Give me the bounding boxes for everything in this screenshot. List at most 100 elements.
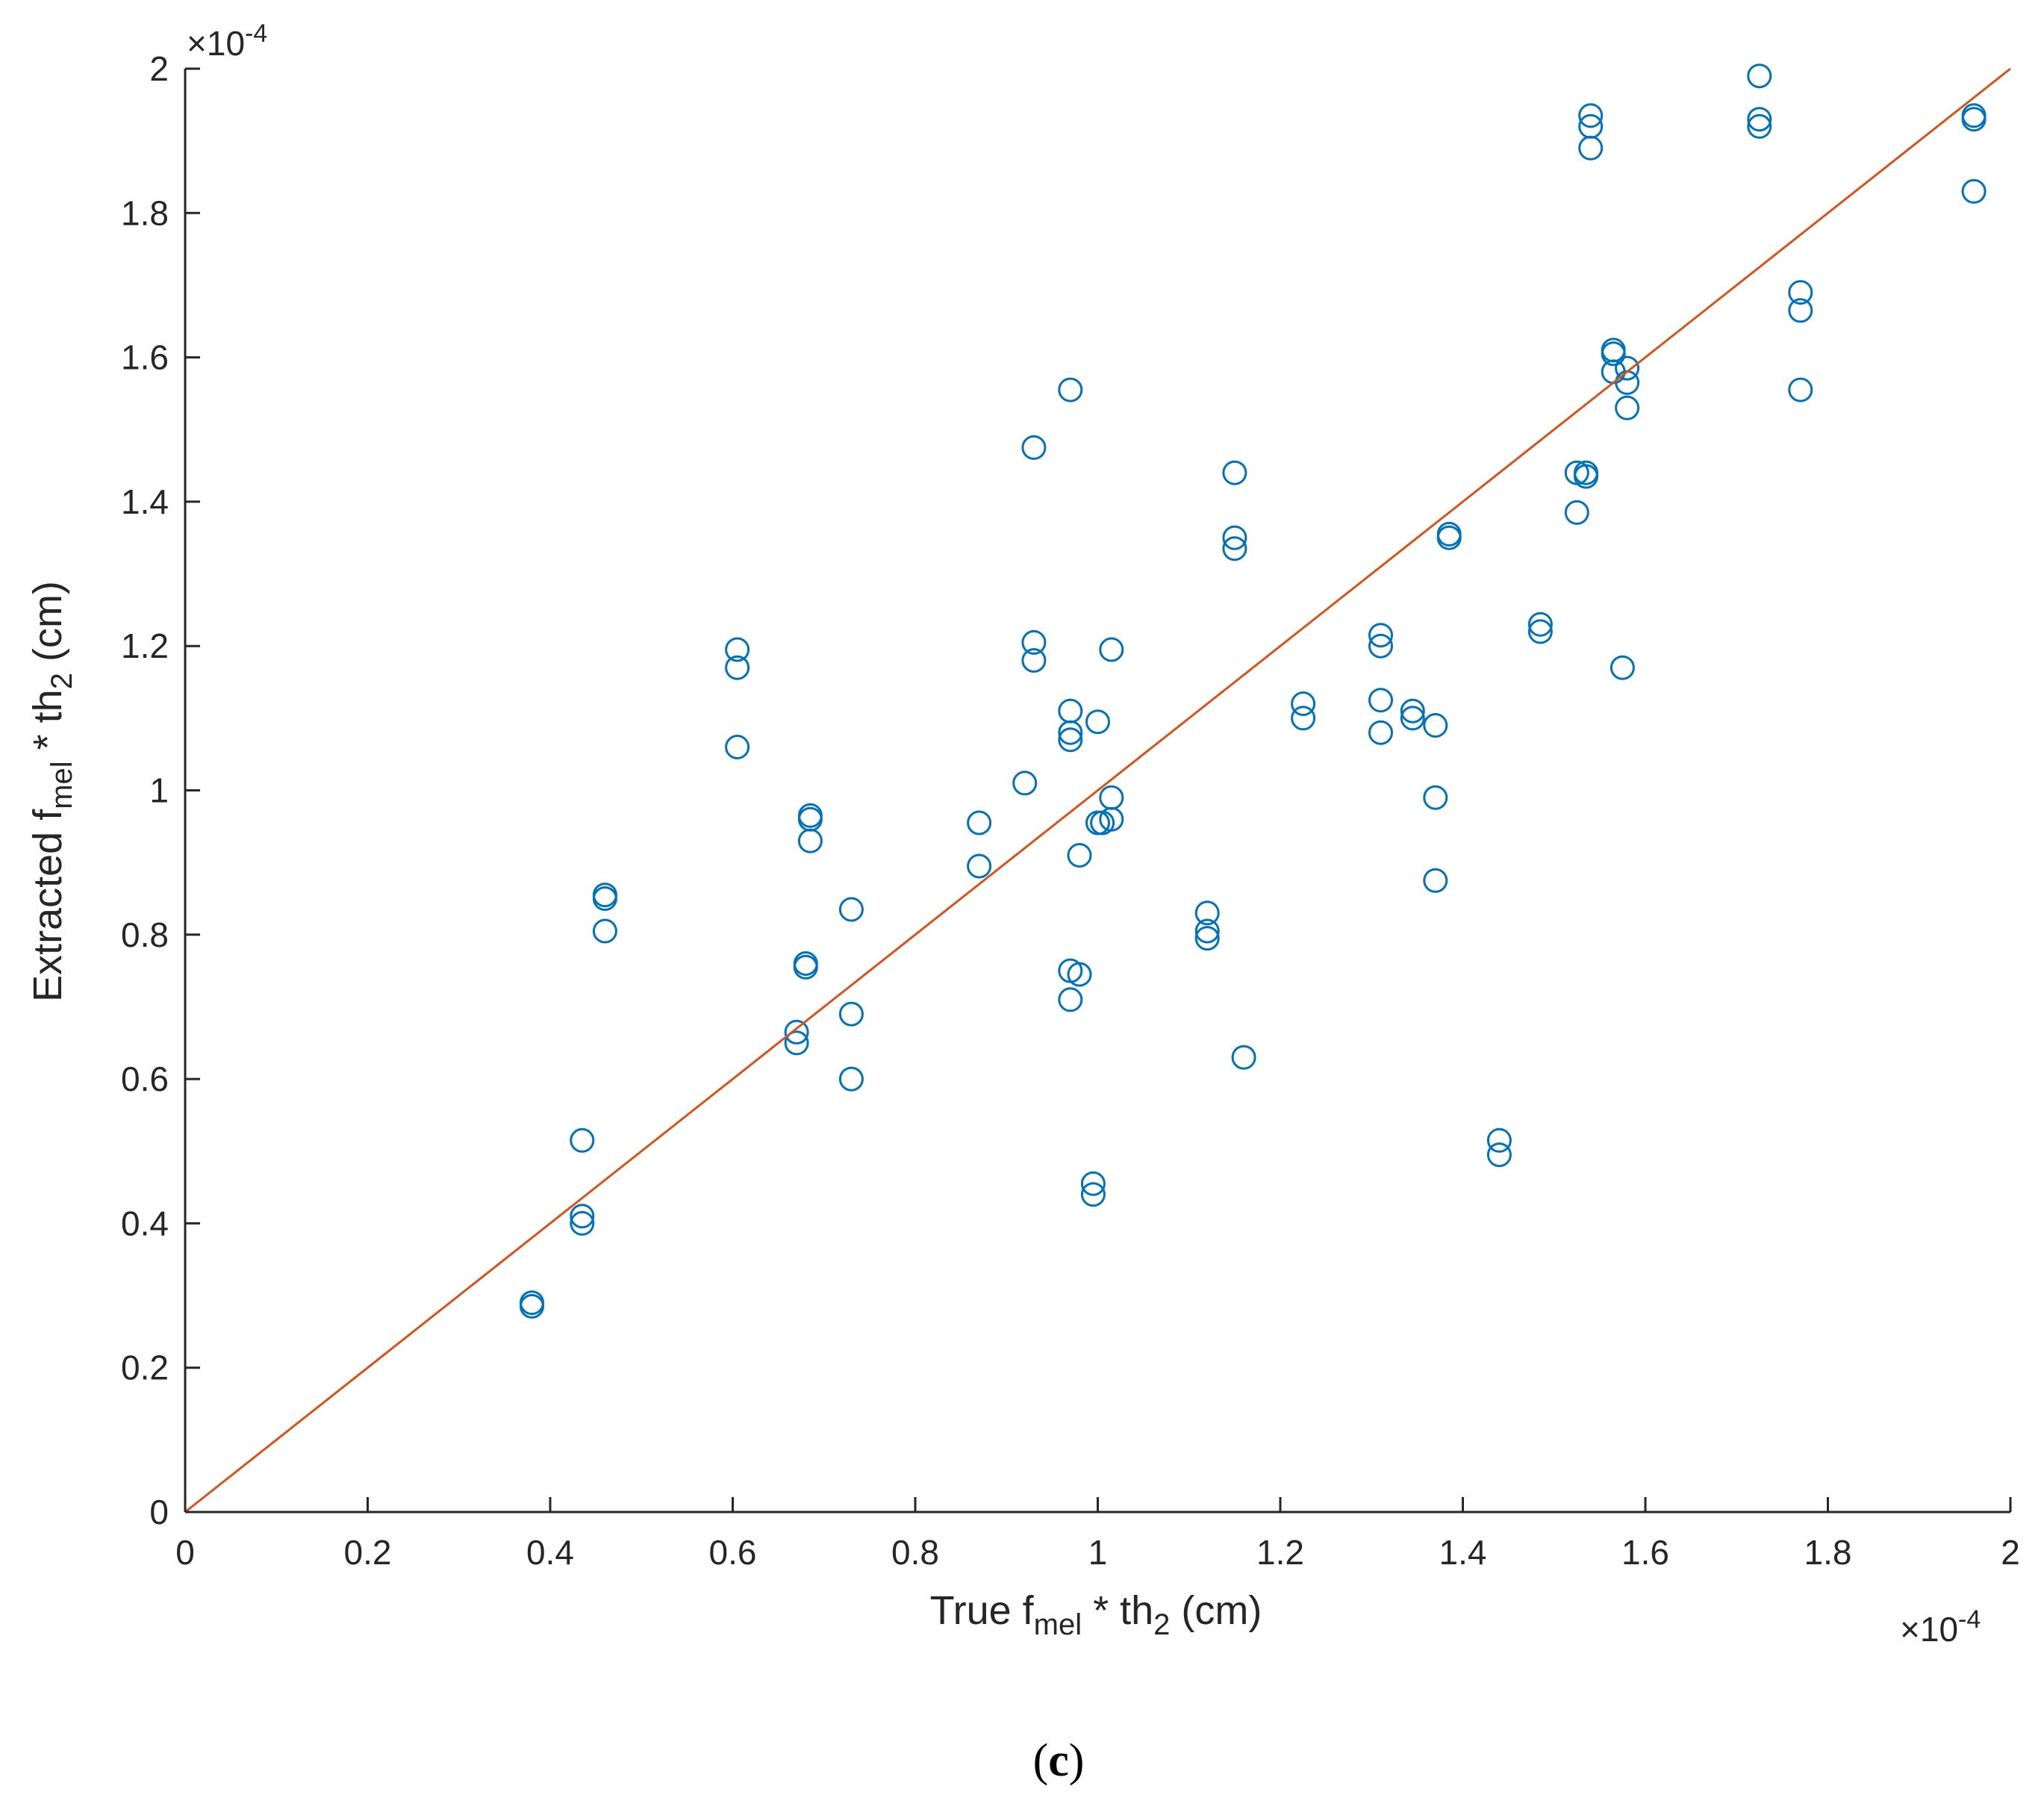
y-tick-label-4: 0.8 xyxy=(121,915,169,954)
y-axis-multiplier: ×10-4 xyxy=(187,19,267,63)
data-point-89 xyxy=(1961,107,1987,132)
data-point-36 xyxy=(1080,1171,1106,1196)
data-point-25 xyxy=(1021,435,1047,460)
data-point-9 xyxy=(725,637,750,662)
x-multiplier-exponent: -4 xyxy=(1958,1605,1981,1634)
y-tick-label-3: 0.6 xyxy=(121,1060,169,1098)
x-tick-label-8: 1.6 xyxy=(1621,1533,1669,1572)
data-point-66 xyxy=(1527,612,1553,637)
data-point-87 xyxy=(1788,377,1813,402)
y-multiplier-exponent: -4 xyxy=(245,19,267,48)
data-point-10 xyxy=(725,655,750,680)
axes: 0 0.2 0.4 0.6 0.8 1 1.2 1.4 1.6 1.8 2 0 0.2 0.4 0.6 0.8… xyxy=(121,49,2020,1572)
data-point-2 xyxy=(520,1294,544,1319)
data-point-20 xyxy=(838,1001,864,1027)
y-axis-label-mid: * th xyxy=(25,689,70,761)
data-point-49 xyxy=(1222,536,1247,561)
data-point-21 xyxy=(838,1066,864,1092)
data-point-67 xyxy=(1527,619,1553,644)
data-point-79 xyxy=(1615,355,1640,381)
x-tick-label-9: 1.8 xyxy=(1804,1533,1852,1572)
data-point-71 xyxy=(1574,464,1598,489)
data-point-82 xyxy=(1747,63,1772,89)
x-axis-label-subscript: mel xyxy=(1034,1608,1082,1641)
data-point-54 xyxy=(1368,633,1393,659)
data-point-60 xyxy=(1423,785,1448,810)
data-point-55 xyxy=(1368,688,1393,713)
y-tick-label-5: 1 xyxy=(149,771,169,810)
x-tick-label-5: 1 xyxy=(1088,1533,1108,1572)
x-multiplier-base: ×10 xyxy=(1900,1610,1958,1649)
x-tick-label-3: 0.6 xyxy=(709,1533,757,1572)
data-marks xyxy=(184,63,2011,1514)
data-point-63 xyxy=(1436,525,1462,550)
y-axis-label: Extracted fmel * th2 (cm) xyxy=(25,581,78,1002)
y-tick-label-9: 1.8 xyxy=(121,193,169,232)
data-point-23 xyxy=(967,853,992,879)
y-axis-label-unit: (cm) xyxy=(25,581,70,673)
x-tick-label-10: 2 xyxy=(2001,1533,2020,1572)
data-point-28 xyxy=(1058,377,1083,402)
data-point-12 xyxy=(784,1019,809,1045)
y-axis-label-subscript: mel xyxy=(46,761,78,809)
data-point-19 xyxy=(838,897,864,922)
data-point-48 xyxy=(1222,525,1247,550)
data-point-34 xyxy=(1067,843,1092,868)
data-point-46 xyxy=(1194,926,1220,951)
data-point-30 xyxy=(1058,720,1083,745)
y-tick-label-6: 1.2 xyxy=(121,626,169,665)
data-point-85 xyxy=(1788,280,1813,305)
data-point-26 xyxy=(1021,629,1047,655)
x-axis-label-mid: * th xyxy=(1082,1588,1153,1633)
x-axis-multiplier: ×10-4 xyxy=(1900,1605,1981,1649)
data-point-74 xyxy=(1578,135,1604,161)
data-point-58 xyxy=(1400,706,1425,731)
y-tick-label-0: 0 xyxy=(149,1493,169,1531)
x-tick-label-4: 0.8 xyxy=(891,1533,939,1572)
x-tick-label-2: 0.4 xyxy=(526,1533,574,1572)
data-point-81 xyxy=(1615,395,1640,420)
data-point-31 xyxy=(1058,727,1083,753)
data-point-64 xyxy=(1486,1127,1512,1153)
x-axis-label: True fmel * th2 (cm) xyxy=(930,1588,1262,1641)
data-point-47 xyxy=(1222,460,1247,485)
panel-label-open: ( xyxy=(1033,1735,1049,1786)
y-axis-label-main: Extracted f xyxy=(25,809,70,1002)
data-point-86 xyxy=(1788,298,1813,323)
x-axis-label-unit: (cm) xyxy=(1170,1588,1262,1633)
data-point-50 xyxy=(1231,1045,1256,1070)
data-point-65 xyxy=(1486,1142,1512,1168)
data-point-41 xyxy=(1099,637,1124,662)
data-point-38 xyxy=(1085,709,1110,735)
panel-label-close: ) xyxy=(1069,1735,1085,1786)
x-axis-label-subscript2: 2 xyxy=(1153,1608,1170,1641)
x-tick-label-7: 1.4 xyxy=(1439,1533,1487,1572)
data-point-3 xyxy=(570,1127,595,1153)
panel-label-letter: c xyxy=(1048,1735,1069,1786)
data-point-84 xyxy=(1747,113,1772,139)
data-point-76 xyxy=(1601,341,1626,367)
data-point-7 xyxy=(592,886,617,911)
data-point-44 xyxy=(1194,900,1220,926)
x-tick-label-1: 0.2 xyxy=(344,1533,392,1572)
panel-label: (c) xyxy=(1033,1735,1085,1786)
data-point-52 xyxy=(1291,706,1316,731)
data-point-8 xyxy=(592,918,617,944)
data-point-43 xyxy=(1099,806,1124,832)
data-point-24 xyxy=(1012,771,1038,796)
y-tick-label-10: 2 xyxy=(149,49,169,88)
y-tick-label-1: 0.2 xyxy=(121,1348,169,1387)
y-tick-label-7: 1.4 xyxy=(121,482,169,521)
x-tick-label-0: 0 xyxy=(175,1533,195,1572)
data-point-56 xyxy=(1368,720,1393,745)
data-point-69 xyxy=(1564,500,1589,525)
data-point-15 xyxy=(793,954,818,980)
data-point-59 xyxy=(1423,713,1448,738)
data-point-27 xyxy=(1021,648,1047,673)
data-point-18 xyxy=(797,828,823,853)
y-tick-label-2: 0.4 xyxy=(121,1204,169,1242)
data-point-33 xyxy=(1058,987,1083,1012)
data-point-35 xyxy=(1067,962,1092,987)
data-point-53 xyxy=(1368,623,1393,648)
